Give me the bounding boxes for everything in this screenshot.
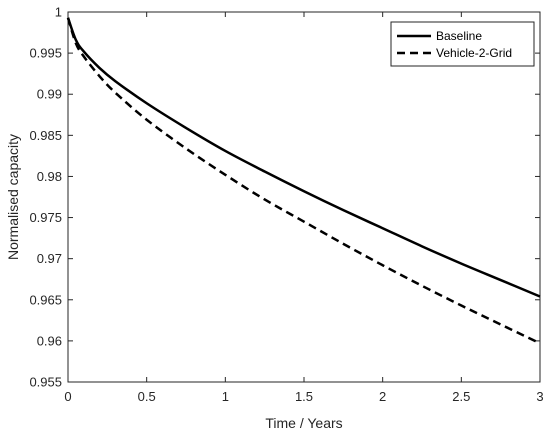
series-line-vehicle-2-grid xyxy=(66,17,541,345)
y-tick-label: 1 xyxy=(55,5,62,20)
x-tick-label: 0 xyxy=(64,389,71,404)
x-tick-label: 1 xyxy=(222,389,229,404)
series-lines xyxy=(66,17,541,345)
x-tick-label: 2.5 xyxy=(452,389,470,404)
x-tick-label: 3 xyxy=(536,389,543,404)
x-tick-label: 0.5 xyxy=(138,389,156,404)
series-line-baseline xyxy=(66,17,541,298)
legend-label: Vehicle-2-Grid xyxy=(436,46,512,60)
x-tick-label: 2 xyxy=(379,389,386,404)
axis-ticks: 0 0.5 1 1.5 2 2.5 3 0.955 0.96 0.965 0.97 0.975 0.98… xyxy=(29,5,543,405)
y-tick-label: 0.97 xyxy=(37,251,62,266)
x-axis-label: Time / Years xyxy=(265,415,342,431)
y-tick-label: 0.99 xyxy=(37,87,62,102)
y-axis-label: Normalised capacity xyxy=(5,134,21,260)
legend-label: Baseline xyxy=(436,29,482,43)
legend-box xyxy=(390,21,535,67)
y-tick-label: 0.98 xyxy=(37,169,62,184)
x-tick-label: 1.5 xyxy=(295,389,313,404)
plot-area xyxy=(67,11,541,383)
y-tick-label: 0.955 xyxy=(29,375,62,390)
y-tick-label: 0.965 xyxy=(29,292,62,307)
y-tick-label: 0.985 xyxy=(29,128,62,143)
legend: Baseline Vehicle-2-Grid xyxy=(390,21,535,67)
y-tick-label: 0.96 xyxy=(37,333,62,348)
y-tick-label: 0.975 xyxy=(29,210,62,225)
y-tick-label: 0.995 xyxy=(29,46,62,61)
